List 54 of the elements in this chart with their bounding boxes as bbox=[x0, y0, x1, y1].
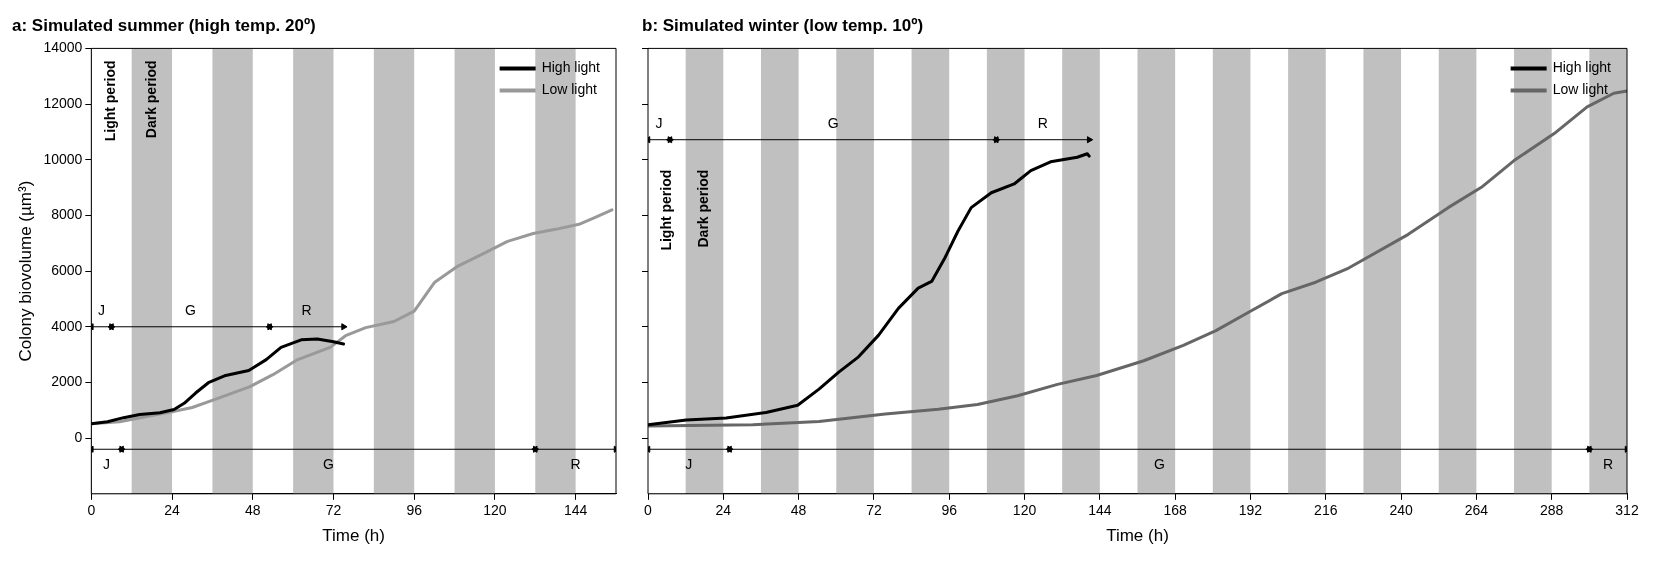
annotation: J bbox=[102, 456, 110, 473]
annotation: R bbox=[570, 456, 581, 473]
y-tick-label: 10000 bbox=[43, 150, 83, 167]
legend-label: Low light bbox=[1552, 81, 1608, 98]
y-tick-label: 4000 bbox=[51, 317, 83, 334]
x-tick-label: 24 bbox=[164, 502, 181, 519]
x-tick-label: 216 bbox=[1314, 502, 1338, 519]
legend-label: High light bbox=[1552, 59, 1612, 76]
chart-title: b: Simulated winter (low temp. 10º) bbox=[642, 15, 924, 35]
y-tick-label: 12000 bbox=[43, 94, 83, 111]
annotation: J bbox=[655, 114, 663, 131]
x-tick-label: 168 bbox=[1163, 502, 1188, 519]
x-tick-label: 144 bbox=[563, 502, 588, 519]
y-tick-label: 0 bbox=[74, 428, 83, 445]
band-label: Light period bbox=[102, 60, 119, 142]
band-label: Light period bbox=[657, 169, 674, 251]
annotation: J bbox=[97, 301, 105, 318]
chart-title: a: Simulated summer (high temp. 20º) bbox=[12, 15, 316, 35]
annotation: G bbox=[827, 114, 839, 131]
x-tick-label: 96 bbox=[406, 502, 423, 519]
y-tick-label: 6000 bbox=[51, 261, 83, 278]
y-tick-label: 2000 bbox=[51, 373, 83, 390]
annotation: R bbox=[1603, 456, 1614, 473]
x-tick-label: 72 bbox=[325, 502, 342, 519]
y-axis-title: Colony biovolume (µm³) bbox=[15, 180, 35, 362]
annotation: R bbox=[1037, 114, 1048, 131]
legend-label: High light bbox=[541, 59, 601, 76]
x-tick-label: 264 bbox=[1464, 502, 1489, 519]
annotation: J bbox=[685, 456, 693, 473]
legend-label: Low light bbox=[541, 81, 597, 98]
x-tick-label: 192 bbox=[1238, 502, 1263, 519]
band-label: Dark period bbox=[142, 60, 159, 139]
annotation: G bbox=[323, 456, 334, 473]
x-tick-label: 288 bbox=[1540, 502, 1564, 519]
x-tick-label: 120 bbox=[483, 502, 507, 519]
x-tick-label: 240 bbox=[1389, 502, 1413, 519]
x-tick-label: 72 bbox=[866, 502, 882, 519]
x-tick-label: 48 bbox=[790, 502, 807, 519]
x-tick-label: 120 bbox=[1012, 502, 1037, 519]
annotation: G bbox=[185, 301, 196, 318]
band-label: Dark period bbox=[695, 169, 712, 248]
x-tick-label: 0 bbox=[87, 502, 96, 519]
x-tick-label: 0 bbox=[644, 502, 653, 519]
x-tick-label: 312 bbox=[1615, 502, 1639, 519]
x-tick-label: 96 bbox=[941, 502, 958, 519]
y-tick-label: 14000 bbox=[43, 39, 83, 56]
annotation: R bbox=[301, 301, 312, 318]
x-axis-title: Time (h) bbox=[1106, 526, 1169, 546]
x-tick-label: 24 bbox=[715, 502, 732, 519]
annotation: G bbox=[1154, 456, 1165, 473]
x-axis-title: Time (h) bbox=[322, 526, 385, 546]
x-tick-label: 48 bbox=[244, 502, 261, 519]
x-tick-label: 144 bbox=[1088, 502, 1112, 519]
y-tick-label: 8000 bbox=[51, 206, 83, 223]
